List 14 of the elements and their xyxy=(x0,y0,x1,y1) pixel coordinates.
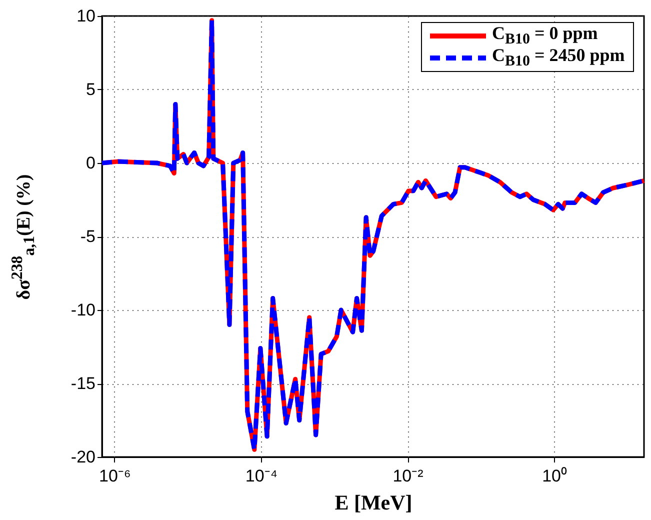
y-tick-label: 0 xyxy=(86,154,96,172)
y-tick-label: -5 xyxy=(80,227,96,246)
x-axis-title: E [MeV] xyxy=(334,490,412,514)
y-tick-label: -15 xyxy=(70,374,96,393)
legend-label: C$_{B10}$ = 2450 ppm xyxy=(492,45,625,71)
legend-label: C$_{B10}$ = 0 ppm xyxy=(492,23,598,48)
y-tick-label: -10 xyxy=(70,300,96,320)
x-tick-label: 10⁻⁶ xyxy=(99,466,131,486)
x-tick-label: 10⁻⁴ xyxy=(245,466,278,486)
x-tick-label: 10⁰ xyxy=(542,466,567,486)
x-tick-label: 10⁻² xyxy=(392,466,424,486)
y-tick-label: 5 xyxy=(86,80,96,99)
y-tick-label: -20 xyxy=(70,448,96,466)
y-tick-label: 10 xyxy=(76,6,96,26)
